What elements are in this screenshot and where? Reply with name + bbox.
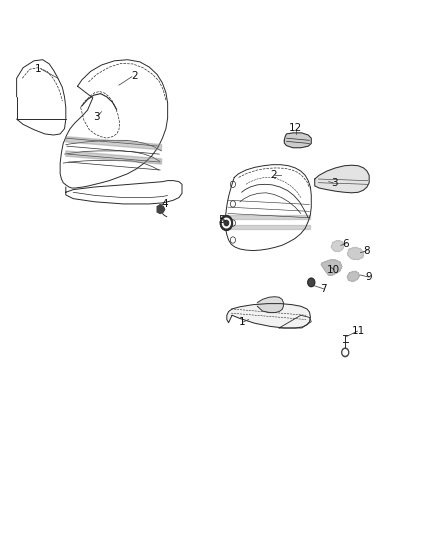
Polygon shape — [227, 304, 311, 328]
Polygon shape — [331, 240, 344, 252]
Text: 8: 8 — [364, 246, 370, 256]
Circle shape — [308, 278, 315, 287]
Circle shape — [342, 348, 349, 357]
Polygon shape — [321, 260, 342, 275]
Circle shape — [224, 220, 229, 225]
Text: 3: 3 — [331, 177, 338, 188]
Polygon shape — [157, 205, 165, 214]
Circle shape — [220, 216, 233, 230]
Text: 6: 6 — [342, 239, 349, 249]
Text: 5: 5 — [218, 215, 225, 225]
Text: 7: 7 — [320, 284, 327, 294]
Circle shape — [343, 350, 347, 355]
Text: 2: 2 — [270, 171, 277, 180]
Polygon shape — [284, 133, 311, 148]
Text: 4: 4 — [161, 199, 168, 209]
Text: 11: 11 — [352, 326, 365, 336]
Text: 1: 1 — [35, 64, 42, 74]
Polygon shape — [227, 215, 311, 219]
Polygon shape — [227, 225, 311, 229]
Circle shape — [223, 218, 230, 228]
Polygon shape — [66, 151, 162, 164]
Polygon shape — [348, 247, 364, 260]
Polygon shape — [315, 165, 369, 193]
Polygon shape — [66, 136, 162, 150]
Text: 3: 3 — [93, 112, 99, 122]
Text: 12: 12 — [289, 123, 302, 133]
Polygon shape — [347, 271, 359, 281]
Text: 10: 10 — [326, 265, 339, 274]
Polygon shape — [257, 297, 283, 313]
Text: 9: 9 — [366, 272, 372, 282]
Text: 1: 1 — [238, 317, 245, 327]
Text: 2: 2 — [131, 70, 138, 80]
